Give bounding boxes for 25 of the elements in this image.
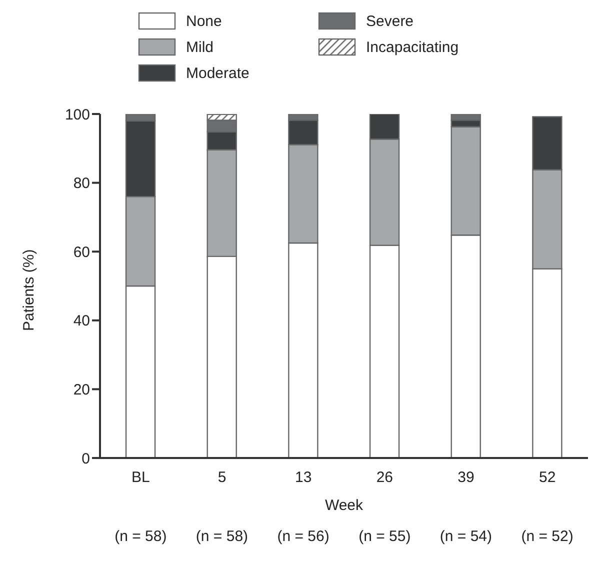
text: (n = 56) (277, 528, 330, 545)
legend-label: Mild (186, 38, 214, 56)
legend-label: Incapacitating (366, 38, 459, 56)
x-tick-label: 13 (294, 469, 312, 486)
y-tick-label: 40 (73, 312, 90, 330)
y-axis-title: Patients (%) (20, 249, 38, 331)
legend-label: Severe (366, 12, 414, 30)
text: (n = 55) (358, 528, 411, 545)
x-tick-label: 39 (458, 469, 474, 486)
y-tick-label: 100 (64, 106, 90, 124)
legend-label: None (186, 12, 222, 30)
x-tick-label: 52 (538, 469, 556, 486)
x-tick-label: 26 (376, 469, 394, 486)
y-tick-label: 80 (73, 175, 90, 192)
text: (n = 58) (196, 528, 248, 545)
x-tick-label: 5 (218, 469, 226, 486)
x-axis-title: Week (324, 497, 364, 514)
text: (n = 58) (114, 528, 167, 545)
y-tick-label: 20 (73, 382, 90, 399)
x-tick-label: BL (131, 469, 150, 486)
text: (n = 54) (440, 528, 492, 545)
legend-label: Moderate (186, 64, 250, 82)
y-tick-label: 60 (73, 244, 90, 261)
text: (n = 52) (521, 528, 574, 545)
y-tick-label: 0 (82, 450, 90, 468)
